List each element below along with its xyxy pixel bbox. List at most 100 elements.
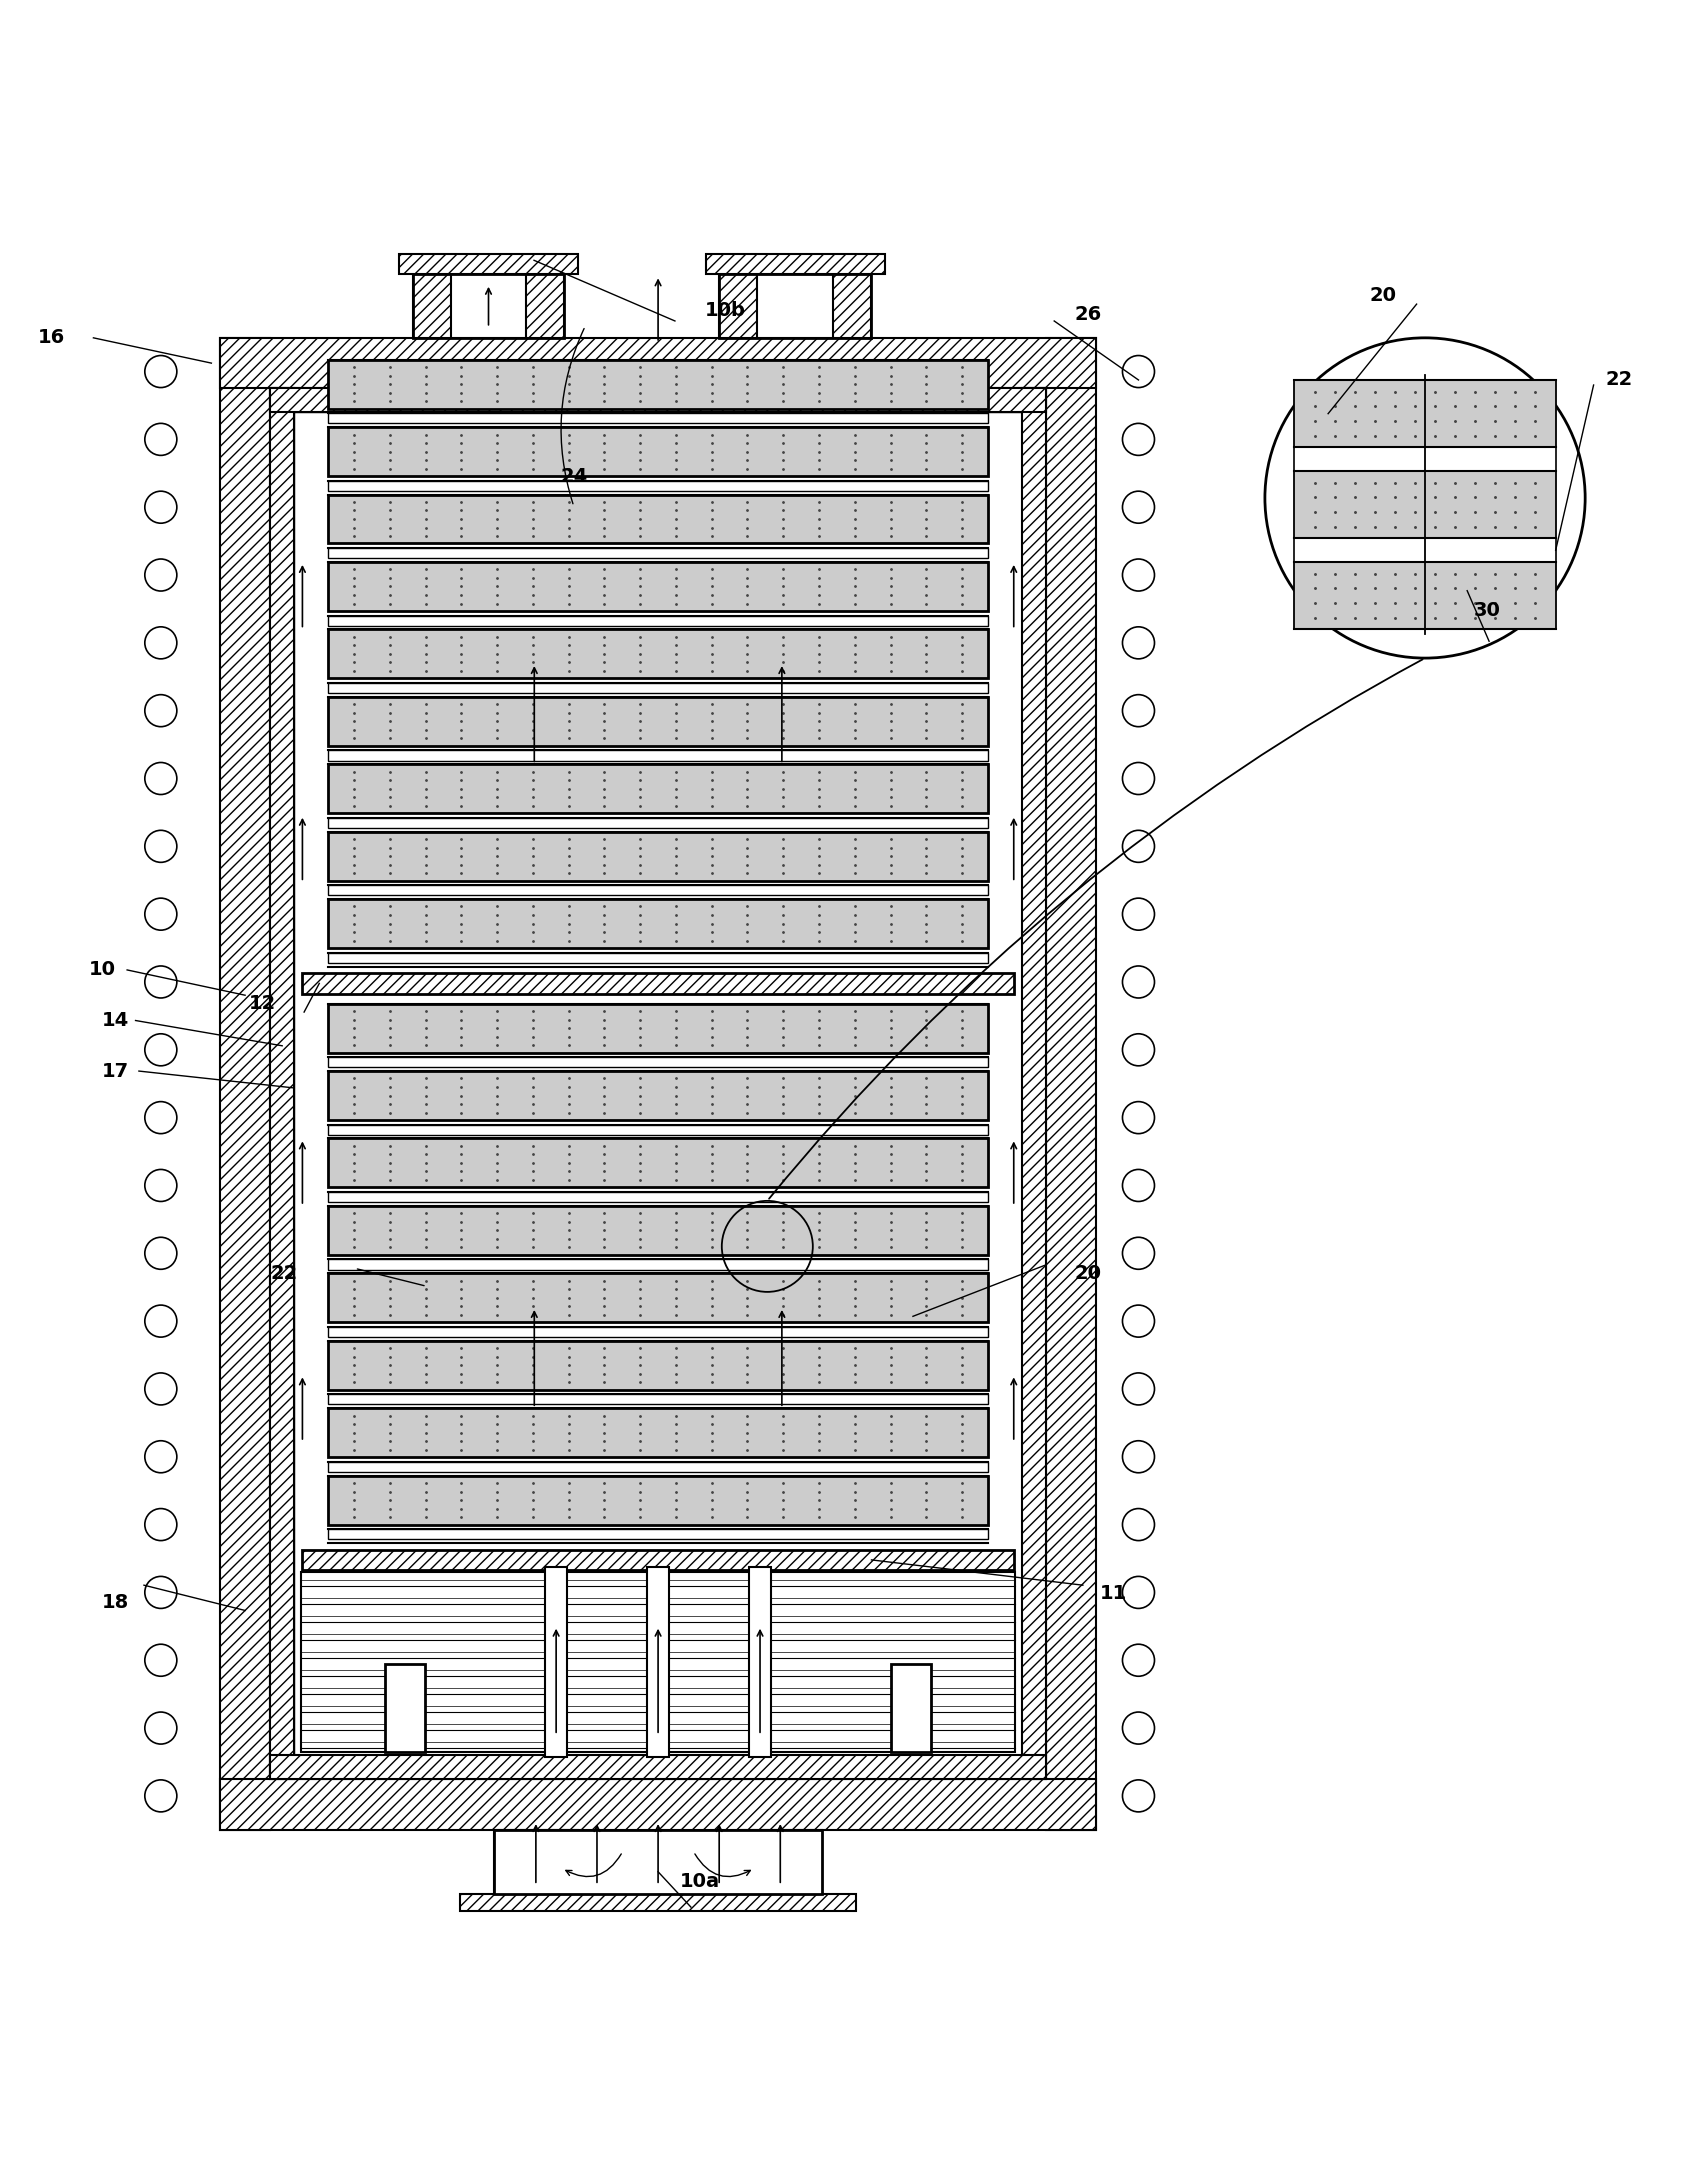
- Bar: [327, 481, 989, 490]
- Bar: [327, 1408, 989, 1457]
- Circle shape: [1122, 356, 1154, 389]
- Bar: [719, 274, 870, 337]
- Circle shape: [145, 1304, 177, 1336]
- Circle shape: [145, 1034, 177, 1067]
- Bar: [327, 561, 989, 611]
- Circle shape: [1122, 762, 1154, 795]
- Bar: [400, 253, 579, 274]
- Bar: [327, 831, 989, 881]
- Circle shape: [1122, 1712, 1154, 1744]
- Text: 17: 17: [101, 1062, 128, 1080]
- Bar: [327, 361, 989, 408]
- Bar: [327, 818, 989, 829]
- Circle shape: [1122, 1645, 1154, 1675]
- Circle shape: [145, 1170, 177, 1200]
- Ellipse shape: [1265, 337, 1586, 658]
- Bar: [461, 1893, 855, 1911]
- Bar: [270, 389, 1046, 412]
- Bar: [270, 1755, 1046, 1779]
- Circle shape: [1122, 423, 1154, 456]
- Circle shape: [145, 1779, 177, 1811]
- Bar: [327, 1529, 989, 1539]
- Bar: [327, 1259, 989, 1269]
- Text: 24: 24: [560, 466, 587, 486]
- Circle shape: [1122, 1034, 1154, 1067]
- Bar: [327, 1462, 989, 1472]
- Text: 22: 22: [1606, 371, 1633, 389]
- Bar: [385, 1665, 425, 1753]
- Bar: [1294, 380, 1555, 447]
- Circle shape: [145, 356, 177, 389]
- Text: 30: 30: [1474, 602, 1501, 620]
- Bar: [833, 274, 870, 337]
- Bar: [1294, 447, 1555, 471]
- Text: 12: 12: [248, 993, 275, 1013]
- Bar: [327, 952, 989, 963]
- Bar: [739, 1829, 823, 1893]
- Text: 10a: 10a: [680, 1872, 720, 1891]
- Circle shape: [145, 559, 177, 592]
- Circle shape: [1122, 898, 1154, 931]
- Bar: [327, 494, 989, 544]
- Circle shape: [145, 965, 177, 997]
- Bar: [413, 274, 450, 337]
- Bar: [719, 274, 757, 337]
- Bar: [327, 1125, 989, 1136]
- Circle shape: [145, 1373, 177, 1406]
- Circle shape: [145, 898, 177, 931]
- Circle shape: [145, 831, 177, 861]
- Circle shape: [145, 492, 177, 522]
- Circle shape: [145, 423, 177, 456]
- Circle shape: [1122, 1373, 1154, 1406]
- Bar: [327, 1328, 989, 1336]
- Circle shape: [1122, 559, 1154, 592]
- Bar: [327, 1071, 989, 1121]
- Circle shape: [145, 1576, 177, 1608]
- Circle shape: [1122, 1170, 1154, 1200]
- Bar: [302, 1550, 1014, 1570]
- Bar: [327, 1192, 989, 1203]
- Circle shape: [145, 762, 177, 795]
- Bar: [545, 1567, 567, 1757]
- Bar: [294, 412, 1022, 1755]
- Bar: [749, 1567, 771, 1757]
- Circle shape: [1122, 1304, 1154, 1336]
- Bar: [494, 1829, 823, 1893]
- Bar: [1022, 389, 1046, 1779]
- Bar: [327, 548, 989, 559]
- Circle shape: [1122, 695, 1154, 728]
- Bar: [1294, 538, 1555, 561]
- Bar: [648, 1567, 670, 1757]
- Bar: [327, 751, 989, 760]
- Text: 14: 14: [101, 1010, 128, 1030]
- Circle shape: [145, 1509, 177, 1542]
- Bar: [219, 1779, 1097, 1829]
- Bar: [705, 253, 884, 274]
- Bar: [327, 412, 989, 423]
- Bar: [270, 389, 294, 1779]
- Bar: [300, 1572, 1016, 1753]
- Circle shape: [145, 1237, 177, 1269]
- Circle shape: [1122, 1576, 1154, 1608]
- Bar: [413, 274, 565, 337]
- Bar: [327, 682, 989, 693]
- Text: 26: 26: [1075, 304, 1102, 324]
- Text: 20: 20: [1075, 1263, 1102, 1282]
- Circle shape: [145, 695, 177, 728]
- Bar: [327, 1058, 989, 1067]
- Bar: [327, 1138, 989, 1187]
- Bar: [327, 885, 989, 896]
- Circle shape: [1122, 831, 1154, 861]
- Circle shape: [1122, 1509, 1154, 1542]
- Bar: [327, 764, 989, 814]
- Circle shape: [1122, 492, 1154, 522]
- Circle shape: [145, 1645, 177, 1675]
- Bar: [891, 1665, 931, 1753]
- Bar: [327, 1274, 989, 1321]
- Bar: [327, 1004, 989, 1054]
- Bar: [1294, 561, 1555, 630]
- Bar: [327, 1395, 989, 1406]
- Bar: [526, 274, 565, 337]
- Circle shape: [1122, 1779, 1154, 1811]
- Bar: [327, 1207, 989, 1254]
